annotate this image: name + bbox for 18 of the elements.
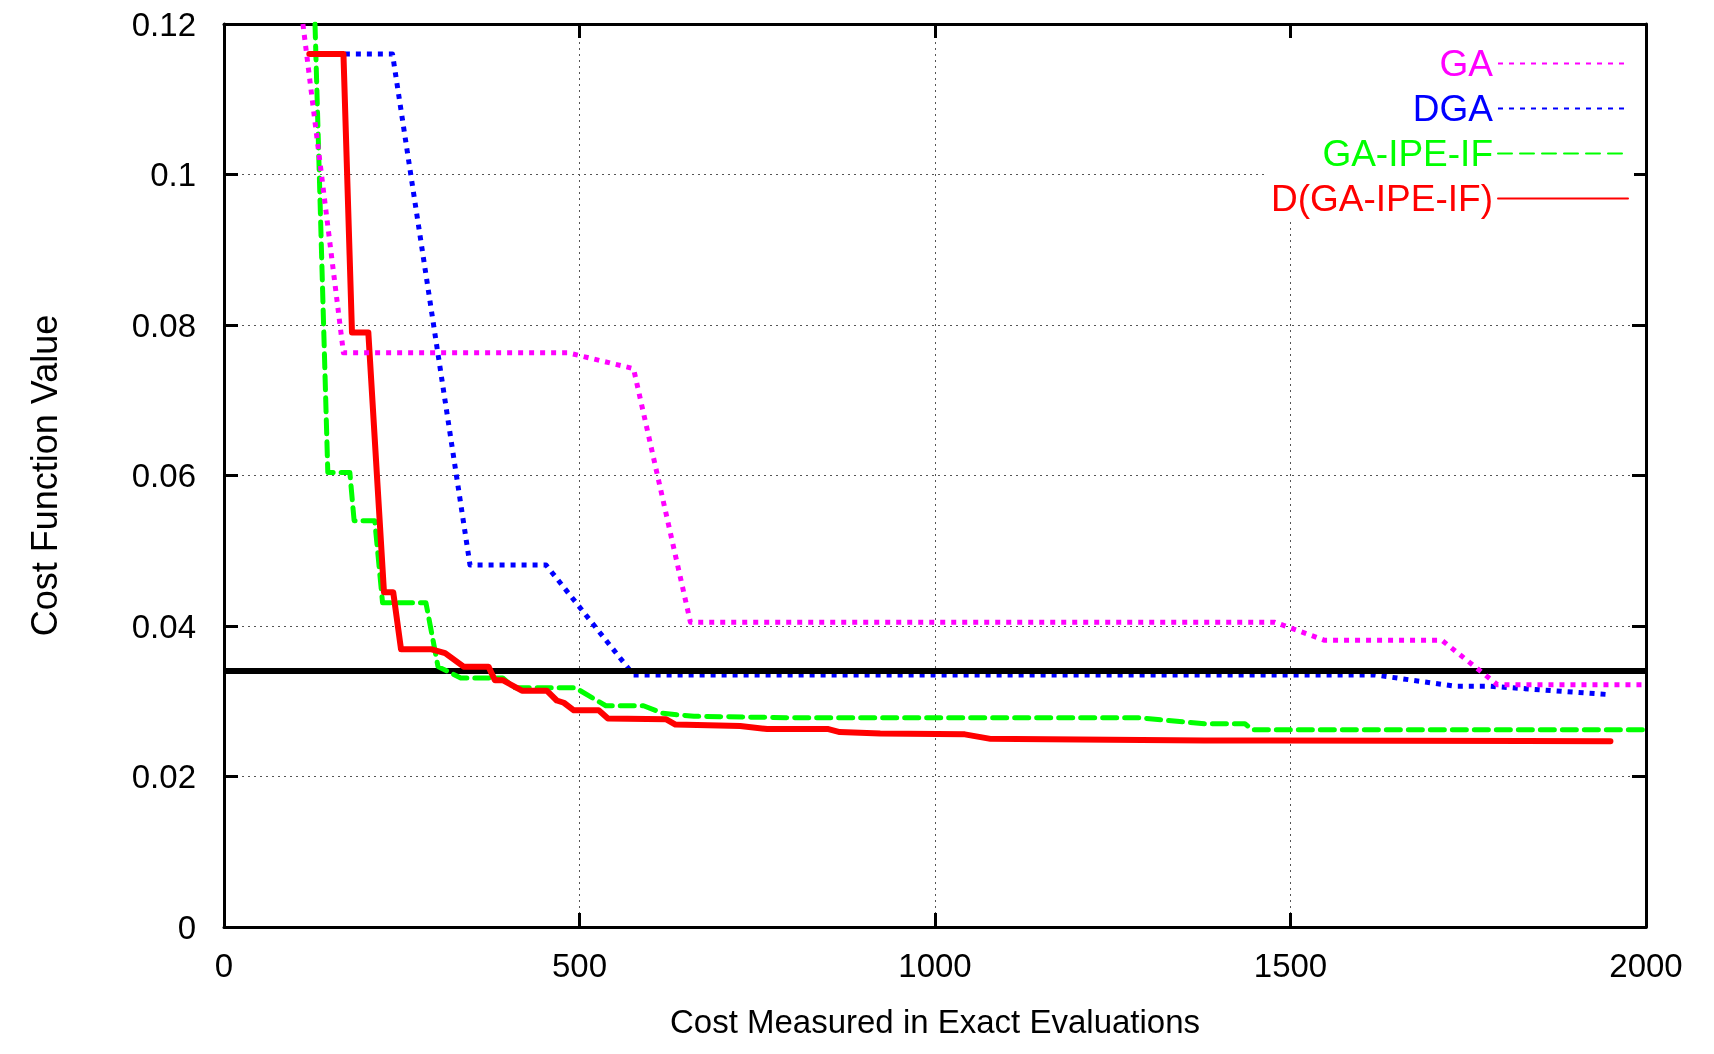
x-tick-label: 2000 xyxy=(1609,947,1683,984)
y-tick-label: 0.06 xyxy=(131,457,196,494)
y-tick-label: 0 xyxy=(177,908,196,946)
y-tick-label: 0.02 xyxy=(131,758,196,795)
x-tick-label: 0 xyxy=(214,947,234,984)
y-tick-label: 0.08 xyxy=(131,306,196,344)
y-tick-label: 0.12 xyxy=(131,5,196,43)
legend-label: D(GA-IPE-IF) xyxy=(1271,178,1493,219)
legend-label: DGA xyxy=(1412,88,1494,129)
x-tick-label: 1500 xyxy=(1253,947,1328,984)
x-axis-title: Cost Measured in Exact Evaluations xyxy=(669,1003,1201,1040)
y-tick-label: 0.1 xyxy=(150,156,196,193)
y-tick-label: 0.04 xyxy=(131,607,196,645)
x-tick-label: 1000 xyxy=(898,947,972,984)
y-axis-title: Cost Function Value xyxy=(23,314,65,637)
legend-label: GA-IPE-IF xyxy=(1322,133,1493,174)
legend-label: GA xyxy=(1439,43,1494,84)
x-tick-label: 500 xyxy=(551,947,608,984)
